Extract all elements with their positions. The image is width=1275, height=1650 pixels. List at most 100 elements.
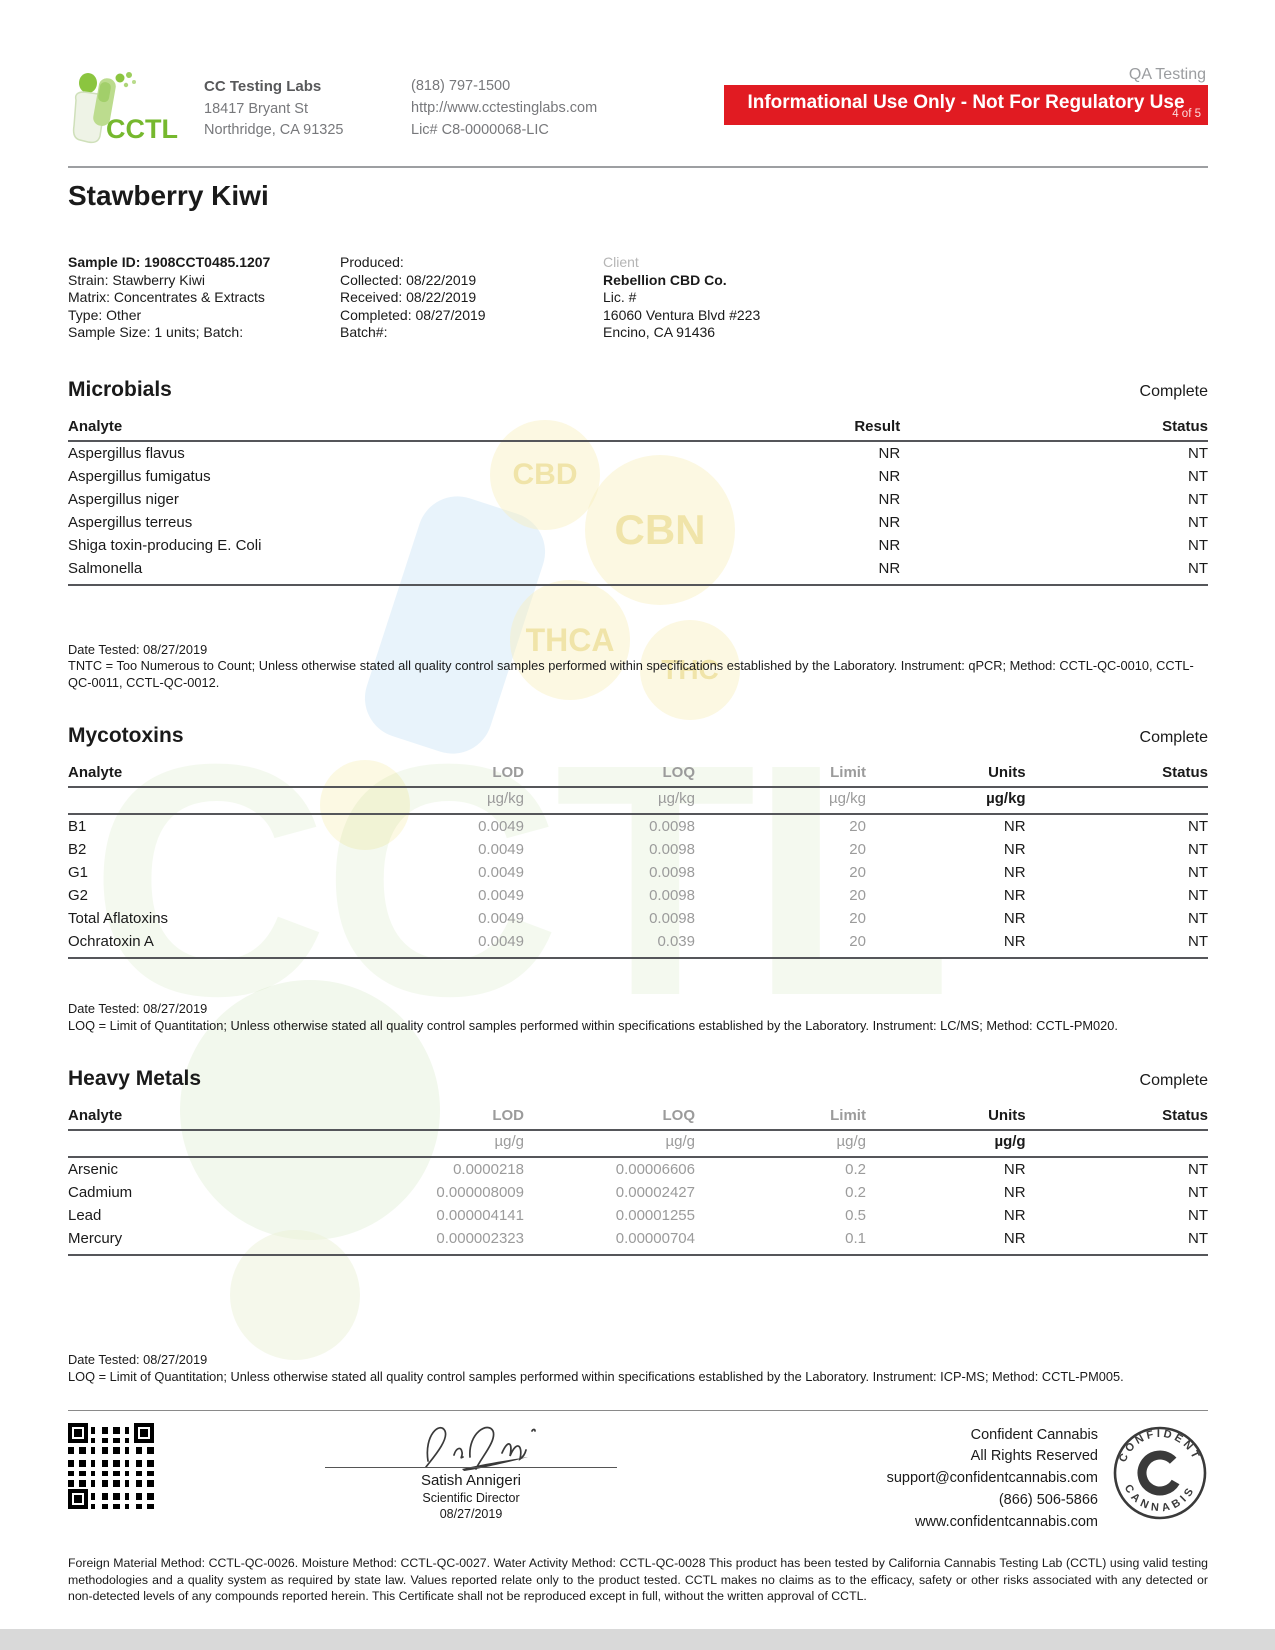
table-cell: 0.00002427 bbox=[615, 1183, 695, 1201]
table-cell: 20 bbox=[849, 818, 866, 836]
table-cell: NT bbox=[1025, 1226, 1208, 1256]
table-row: Aspergillus niger NR NT bbox=[68, 488, 1208, 511]
table-row: Aspergillus fumigatus NR NT bbox=[68, 465, 1208, 488]
table-cell: NT bbox=[1188, 910, 1208, 928]
sample-id: Sample ID: 1908CCT0485.1207 bbox=[68, 254, 271, 270]
table-cell: NT bbox=[1188, 513, 1208, 531]
sample-batch: Batch#: bbox=[340, 324, 388, 340]
table-cell: Cadmium bbox=[68, 1183, 133, 1201]
table-cell: NR bbox=[1003, 887, 1026, 905]
table-cell: 0.2 bbox=[845, 1183, 866, 1201]
heavy-metals-heading: Heavy Metals bbox=[68, 1066, 202, 1090]
table-cell: NR bbox=[1003, 1160, 1026, 1178]
table-cell: NR bbox=[1003, 818, 1026, 836]
table-cell: 0.1 bbox=[694, 1226, 866, 1256]
table-cell: NT bbox=[1188, 887, 1208, 905]
client-address2: Encino, CA 91436 bbox=[603, 324, 716, 340]
table-cell: NT bbox=[1188, 864, 1208, 882]
mycotoxins-date-tested: Date Tested: 08/27/2019 bbox=[68, 1001, 208, 1017]
client-name: Rebellion CBD Co. bbox=[603, 271, 727, 288]
table-cell: 0.00006606 bbox=[615, 1160, 695, 1178]
table-cell: NR bbox=[1003, 1183, 1026, 1201]
table-cell: 0.0049 bbox=[261, 930, 524, 960]
table-cell: NR bbox=[865, 1226, 1026, 1256]
col-lod: LOD bbox=[261, 1106, 524, 1131]
table-row: Mercury 0.000002323 0.00000704 0.1 NR NT bbox=[68, 1226, 1208, 1256]
table-cell: 0.0049 bbox=[478, 887, 524, 905]
col-analyte: Analyte bbox=[68, 417, 638, 442]
qa-testing-label: QA Testing bbox=[1128, 66, 1206, 83]
table-row: Ochratoxin A 0.0049 0.039 20 NR NT bbox=[68, 930, 1208, 960]
table-cell: Mercury bbox=[68, 1226, 262, 1256]
mycotoxins-table: Analyte LOD LOQ Limit Units Status µg/kg… bbox=[68, 764, 1208, 960]
heavy-metals-date-tested: Date Tested: 08/27/2019 bbox=[68, 1351, 208, 1367]
col-units: Units bbox=[865, 764, 1026, 789]
table-cell: NT bbox=[1188, 490, 1208, 508]
table-cell: 20 bbox=[849, 910, 866, 928]
table-cell: 0.000004141 bbox=[436, 1206, 524, 1224]
lab-address-line1: 18417 Bryant St bbox=[204, 100, 308, 117]
table-cell: NR bbox=[1003, 910, 1026, 928]
confident-cannabis-info: Confident Cannabis All Rights Reserved s… bbox=[788, 1423, 1098, 1534]
col-result: Result bbox=[638, 417, 901, 442]
sample-completed: Completed: 08/27/2019 bbox=[340, 306, 486, 323]
table-cell: NR bbox=[878, 444, 901, 462]
col-limit: Limit bbox=[694, 1106, 866, 1131]
signer-date: 08/27/2019 bbox=[439, 1506, 503, 1521]
confident-cannabis-seal-icon: CONFIDENT CANNABIS bbox=[1113, 1426, 1207, 1520]
mycotoxins-status: Complete bbox=[1139, 729, 1208, 747]
sample-matrix: Matrix: Concentrates & Extracts bbox=[68, 289, 265, 305]
table-row: B2 0.0049 0.0098 20 NR NT bbox=[68, 838, 1208, 861]
units-row: µg/g µg/g µg/g µg/g bbox=[68, 1129, 1208, 1158]
lab-phone: (818) 797-1500 bbox=[411, 78, 511, 94]
col-status: Status bbox=[1025, 764, 1208, 789]
table-cell: 0.0049 bbox=[478, 910, 524, 928]
table-row: B1 0.0049 0.0098 20 NR NT bbox=[68, 814, 1208, 838]
heavy-metals-note: LOQ = Limit of Quantitation; Unless othe… bbox=[68, 1368, 1124, 1384]
heavy-metals-footnote: Date Tested: 08/27/2019 LOQ = Limit of Q… bbox=[68, 1352, 1208, 1386]
client-label: Client bbox=[603, 254, 639, 270]
table-cell: NR bbox=[878, 513, 901, 531]
sample-produced: Produced: bbox=[340, 254, 404, 270]
cc-rights: All Rights Reserved bbox=[970, 1448, 1098, 1465]
microbials-note: TNTC = Too Numerous to Count; Unless oth… bbox=[68, 658, 1194, 691]
table-cell: 0.5 bbox=[845, 1206, 866, 1224]
col-status: Status bbox=[1025, 1106, 1208, 1131]
table-row: Cadmium 0.000008009 0.00002427 0.2 NR NT bbox=[68, 1181, 1208, 1204]
table-cell: NT bbox=[1188, 1206, 1208, 1224]
heavy-metals-status: Complete bbox=[1139, 1071, 1208, 1089]
microbials-footnote: Date Tested: 08/27/2019 TNTC = Too Numer… bbox=[68, 642, 1208, 693]
table-cell: 0.0098 bbox=[649, 864, 695, 882]
table-cell: B2 bbox=[68, 841, 87, 859]
page-title: Stawberry Kiwi bbox=[68, 180, 269, 211]
sample-info-col2: Produced: Collected: 08/22/2019 Received… bbox=[340, 254, 603, 342]
microbials-date-tested: Date Tested: 08/27/2019 bbox=[68, 641, 208, 657]
table-cell: NT bbox=[1188, 1160, 1208, 1178]
table-row: G2 0.0049 0.0098 20 NR NT bbox=[68, 884, 1208, 907]
sample-received: Received: 08/22/2019 bbox=[340, 289, 477, 305]
table-row: Aspergillus terreus NR NT bbox=[68, 511, 1208, 534]
table-cell: G2 bbox=[68, 887, 89, 905]
col-lod: LOD bbox=[261, 764, 524, 789]
header-divider bbox=[68, 166, 1208, 168]
table-cell: Aspergillus fumigatus bbox=[68, 467, 211, 485]
table-cell: 0.000002323 bbox=[261, 1226, 524, 1256]
table-cell: NT bbox=[900, 556, 1208, 586]
table-row: Lead 0.000004141 0.00001255 0.5 NR NT bbox=[68, 1204, 1208, 1227]
lab-name: CC Testing Labs bbox=[204, 78, 322, 95]
table-cell: NR bbox=[878, 467, 901, 485]
microbials-table: Analyte Result Status Aspergillus flavus… bbox=[68, 417, 1208, 586]
informational-banner: Informational Use Only - Not For Regulat… bbox=[724, 85, 1208, 125]
page-number: 4 of 5 bbox=[1172, 107, 1201, 120]
client-address1: 16060 Ventura Blvd #223 bbox=[603, 306, 761, 323]
signature-line bbox=[325, 1466, 617, 1468]
table-row: Salmonella NR NT bbox=[68, 556, 1208, 586]
table-cell: 0.00001255 bbox=[615, 1206, 695, 1224]
table-cell: 0.000008009 bbox=[436, 1183, 524, 1201]
col-analyte: Analyte bbox=[68, 764, 262, 789]
table-row: Shiga toxin-producing E. Coli NR NT bbox=[68, 534, 1208, 557]
table-cell: NT bbox=[1188, 536, 1208, 554]
lab-license: Lic# C8-0000068-LIC bbox=[411, 121, 549, 138]
sample-info-col1: Sample ID: 1908CCT0485.1207 Strain: Staw… bbox=[68, 254, 340, 342]
